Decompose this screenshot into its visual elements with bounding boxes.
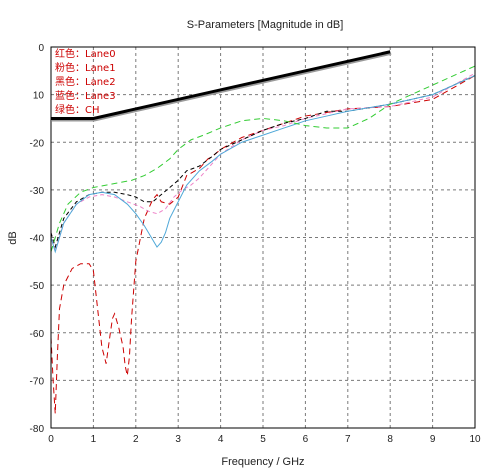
x-tick-label: 1 [91,434,97,445]
x-axis-label: Frequency / GHz [221,456,304,468]
x-tick-label: 3 [175,434,181,445]
y-tick-label: -40 [30,234,45,245]
y-tick-label: -60 [30,329,45,340]
legend-entry: 红色：Lane0 [55,47,116,60]
y-tick-label: -30 [30,186,45,197]
x-tick-label: 7 [345,434,351,445]
series-line [50,75,476,414]
legend-entry: 绿色：CH [55,103,100,116]
legend-entry: 粉色：Lane1 [55,61,116,74]
grid-layer [51,47,475,428]
chart-title: S-Parameters [Magnitude in dB] [187,19,344,31]
x-ticks: 0 1 2 3 4 5 6 7 8 9 10 [48,434,481,445]
x-tick-label: 10 [469,434,481,445]
y-ticks: 0 10 -20 -30 -40 -50 -60 -70 -80 [30,43,45,435]
x-tick-label: 4 [218,434,224,445]
series-line [50,65,476,252]
y-tick-label: -50 [30,281,45,292]
y-tick-label: 0 [38,43,44,54]
x-tick-label: 5 [260,434,266,445]
annotation-line [51,50,391,120]
x-tick-label: 8 [387,434,393,445]
plot-frame [50,46,476,429]
y-axis-label: dB [7,231,19,244]
annotation-line-shadow [52,52,392,122]
x-tick-label: 2 [133,434,139,445]
legend-entry: 黑色：Lane2 [55,75,116,88]
y-tick-label: 10 [33,91,45,102]
y-tick-label: -80 [30,424,45,435]
x-tick-label: 0 [48,434,54,445]
y-tick-label: -70 [30,376,45,387]
series-line [50,72,476,254]
y-tick-label: -20 [30,138,45,149]
series-layer [50,65,476,414]
x-tick-label: 6 [303,434,309,445]
annotation-layer [51,50,392,122]
series-line [50,75,476,254]
legend-entry: 蓝色：Lane3 [55,89,116,102]
x-tick-label: 9 [430,434,436,445]
